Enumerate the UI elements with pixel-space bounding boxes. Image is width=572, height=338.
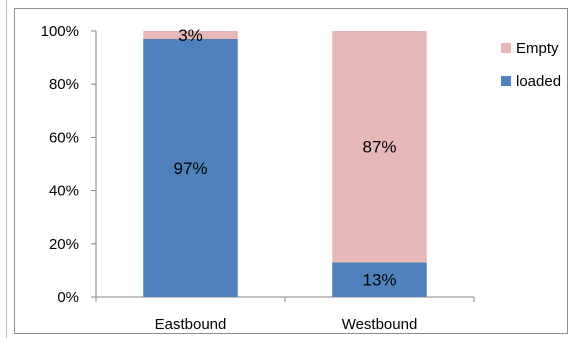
data-label: 87% bbox=[362, 138, 396, 157]
data-label: 97% bbox=[173, 159, 207, 178]
y-tick-label: 20% bbox=[49, 236, 79, 253]
data-label: 13% bbox=[362, 271, 396, 290]
y-tick-label: 40% bbox=[49, 183, 79, 200]
y-tick-label: 100% bbox=[41, 23, 79, 40]
legend-swatch-empty bbox=[501, 43, 511, 53]
legend-label-empty: Empty bbox=[516, 40, 559, 57]
x-tick-label: Eastbound bbox=[155, 316, 227, 333]
data-label: 3% bbox=[178, 26, 203, 45]
y-tick-label: 60% bbox=[49, 129, 79, 146]
y-axis-ticks: 0% 20% 40% 60% 80% 100% bbox=[41, 23, 96, 306]
y-tick-label: 80% bbox=[49, 76, 79, 93]
legend-label-loaded: loaded bbox=[516, 73, 561, 90]
legend-swatch-loaded bbox=[501, 76, 511, 86]
x-tick-label: Westbound bbox=[342, 316, 418, 333]
chart-area bbox=[14, 8, 568, 334]
x-axis-ticks: Eastbound Westbound bbox=[95, 297, 475, 333]
bars bbox=[143, 31, 427, 297]
bar-loaded-westbound bbox=[332, 262, 427, 297]
left-frame-line bbox=[6, 0, 7, 338]
y-tick-label: 0% bbox=[57, 289, 79, 306]
bar-loaded-eastbound bbox=[143, 38, 238, 297]
bar-empty-westbound bbox=[332, 31, 427, 263]
data-labels: 97% 3% 13% 87% bbox=[173, 26, 396, 290]
bar-empty-eastbound bbox=[143, 31, 238, 39]
legend: Empty loaded bbox=[501, 40, 561, 90]
